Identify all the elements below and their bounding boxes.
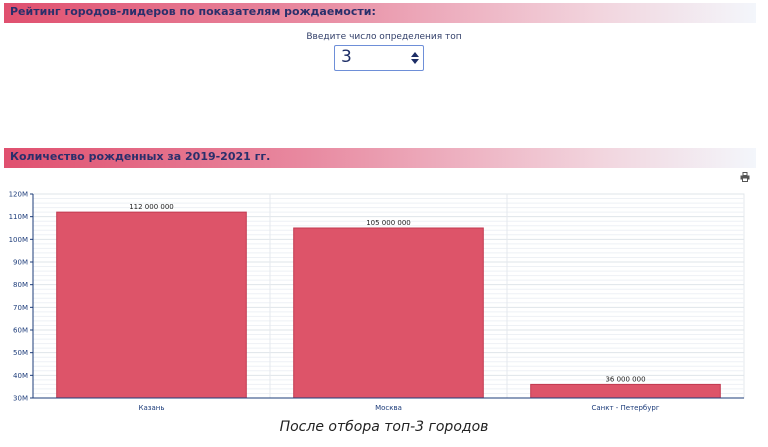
bar-2[interactable] [293, 227, 484, 399]
section-title-births: Количество рожденных за 2019-2021 гг. [10, 150, 271, 163]
stepper-arrows-icon[interactable] [411, 51, 419, 65]
x-tick-label: Москва [375, 404, 402, 412]
printer-icon[interactable] [740, 172, 750, 182]
y-tick-label: 120M [9, 191, 28, 199]
section-header-births: Количество рожденных за 2019-2021 гг. [4, 148, 756, 168]
y-tick-label: 90M [13, 259, 28, 267]
y-tick-label: 100M [9, 236, 28, 244]
top-count-label: Введите число определения топ [306, 32, 462, 42]
bar-value-label: 112 000 000 [129, 203, 174, 211]
births-bar-chart: 112 000 000 Казань 105 000 000 Москва 36 000… [9, 191, 745, 412]
bar-value-label: 105 000 000 [366, 219, 411, 227]
section-header-ranking: Рейтинг городов-лидеров по показателям р… [4, 3, 756, 23]
y-tick-label: 60M [13, 327, 28, 335]
top-count-value[interactable]: 3 [341, 47, 352, 67]
figure-caption: После отбора топ-3 городов [279, 419, 489, 435]
y-tick-label: 30M [13, 395, 28, 403]
y-tick-label: 40M [13, 372, 28, 380]
y-tick-label: 50M [13, 349, 28, 357]
y-tick-label: 70M [13, 304, 28, 312]
y-tick-label: 80M [13, 281, 28, 289]
y-tick-label: 110M [9, 213, 28, 221]
section-title-ranking: Рейтинг городов-лидеров по показателям р… [10, 5, 376, 18]
top-count-stepper[interactable]: 3 [334, 45, 424, 71]
bar-1[interactable] [56, 211, 247, 399]
bar-value-label: 36 000 000 [605, 375, 645, 383]
bar-3[interactable] [530, 383, 721, 399]
x-tick-label: Санкт - Петербург [591, 404, 659, 412]
x-tick-label: Казань [139, 404, 165, 412]
